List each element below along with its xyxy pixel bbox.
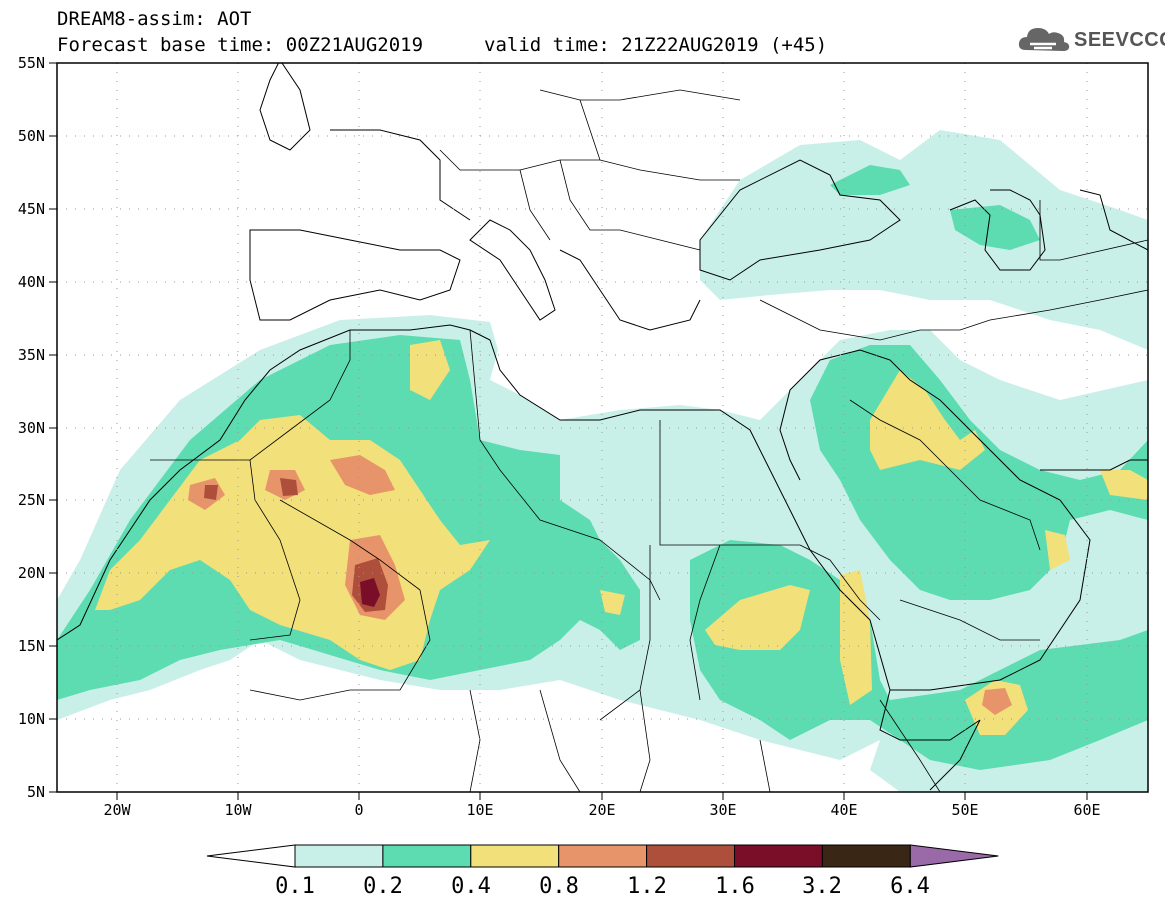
colorbar-swatch (558, 844, 648, 868)
map-title: DREAM8-assim: AOT (57, 8, 252, 30)
colorbar-swatch (470, 844, 560, 868)
lat-label: 10N (18, 710, 45, 728)
colorbar-swatch (294, 844, 384, 868)
country-borders (150, 89, 1148, 792)
colorbar-label: 6.4 (890, 874, 930, 899)
lat-label: 35N (18, 346, 45, 364)
colorbar-label: 0.8 (539, 874, 579, 899)
colorbar-swatch (734, 844, 823, 868)
lat-label: 45N (18, 200, 45, 218)
lat-label: 30N (18, 419, 45, 437)
colorbar-label: 0.4 (451, 874, 491, 899)
lat-label: 20N (18, 564, 45, 582)
colorbar-low-triangle (206, 844, 296, 868)
lon-label: 10E (466, 801, 493, 819)
colorbar-label: 3.2 (802, 874, 842, 899)
colorbar-swatch (821, 844, 911, 868)
colorbar (206, 844, 999, 868)
lon-label: 50E (951, 801, 978, 819)
axis-ticks (49, 62, 1088, 800)
lon-label: 20W (103, 801, 131, 819)
colorbar-high-triangle (909, 844, 999, 868)
colorbar-label: 1.6 (715, 874, 755, 899)
lat-label: 5N (27, 783, 45, 801)
lat-label: 50N (18, 127, 45, 145)
colorbar-label: 0.1 (275, 874, 315, 899)
lat-label: 55N (18, 54, 45, 72)
graticule (57, 63, 1148, 792)
colorbar-label: 1.2 (627, 874, 667, 899)
lat-label: 15N (18, 637, 45, 655)
colorbar-swatch (646, 844, 735, 868)
lon-label: 60E (1073, 801, 1100, 819)
valid-time: valid time: 21Z22AUG2019 (+45) (484, 34, 828, 56)
seevccc-logo: SEEVCCC (1016, 22, 1165, 56)
lat-label: 40N (18, 273, 45, 291)
cloud-icon (1018, 28, 1070, 51)
lon-label: 30E (709, 801, 736, 819)
lon-label: 0 (354, 801, 363, 819)
aot-level-1.6 (360, 578, 380, 607)
colorbar-labels: 0.1 0.2 0.4 0.8 1.2 1.6 3.2 6.4 (275, 874, 930, 899)
aot-level-1.2 (204, 478, 388, 612)
latitude-labels: 55N 50N 45N 40N 35N 30N 25N 20N 15N 10N … (18, 54, 45, 801)
logo-text: SEEVCCC (1074, 29, 1165, 51)
lon-label: 20E (588, 801, 615, 819)
forecast-base-time: Forecast base time: 00Z21AUG2019 (57, 34, 424, 56)
coastlines (57, 63, 1148, 791)
aot-contours (57, 130, 1148, 792)
colorbar-label: 0.2 (363, 874, 403, 899)
colorbar-swatch (382, 844, 472, 868)
lon-label: 10W (224, 801, 252, 819)
longitude-labels: 20W 10W 0 10E 20E 30E 40E 50E 60E (103, 801, 1100, 819)
lat-label: 25N (18, 491, 45, 509)
lon-label: 40E (830, 801, 857, 819)
